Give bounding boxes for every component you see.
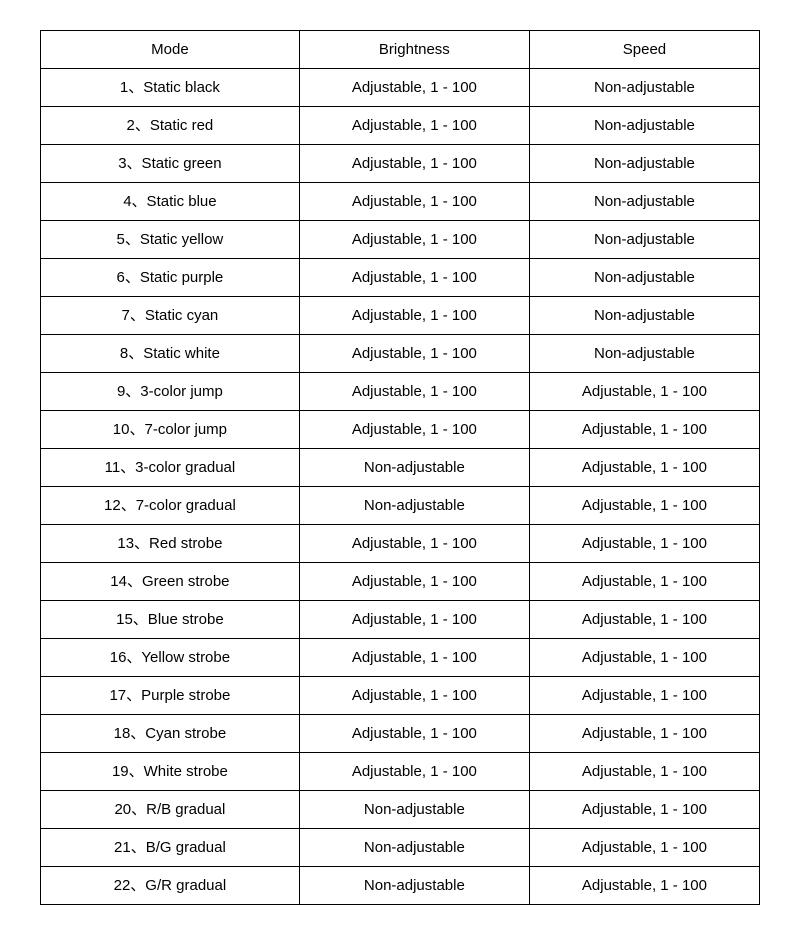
cell-speed: Adjustable, 1 - 100 bbox=[529, 791, 759, 829]
cell-mode: 18、Cyan strobe bbox=[41, 715, 300, 753]
table-row: 9、3-color jumpAdjustable, 1 - 100Adjusta… bbox=[41, 373, 760, 411]
table-row: 19、White strobeAdjustable, 1 - 100Adjust… bbox=[41, 753, 760, 791]
cell-speed: Adjustable, 1 - 100 bbox=[529, 373, 759, 411]
table-body: 1、Static blackAdjustable, 1 - 100Non-adj… bbox=[41, 69, 760, 905]
cell-mode: 20、R/B gradual bbox=[41, 791, 300, 829]
cell-mode: 11、3-color gradual bbox=[41, 449, 300, 487]
cell-speed: Adjustable, 1 - 100 bbox=[529, 867, 759, 905]
cell-mode: 15、Blue strobe bbox=[41, 601, 300, 639]
cell-brightness: Adjustable, 1 - 100 bbox=[299, 525, 529, 563]
cell-mode: 4、Static blue bbox=[41, 183, 300, 221]
cell-brightness: Adjustable, 1 - 100 bbox=[299, 145, 529, 183]
cell-mode: 3、Static green bbox=[41, 145, 300, 183]
cell-speed: Non-adjustable bbox=[529, 221, 759, 259]
table-row: 10、7-color jumpAdjustable, 1 - 100Adjust… bbox=[41, 411, 760, 449]
cell-brightness: Adjustable, 1 - 100 bbox=[299, 715, 529, 753]
col-header-speed: Speed bbox=[529, 31, 759, 69]
cell-brightness: Adjustable, 1 - 100 bbox=[299, 753, 529, 791]
table-row: 18、Cyan strobeAdjustable, 1 - 100Adjusta… bbox=[41, 715, 760, 753]
table-row: 5、Static yellowAdjustable, 1 - 100Non-ad… bbox=[41, 221, 760, 259]
cell-brightness: Adjustable, 1 - 100 bbox=[299, 259, 529, 297]
table-row: 6、Static purpleAdjustable, 1 - 100Non-ad… bbox=[41, 259, 760, 297]
cell-speed: Adjustable, 1 - 100 bbox=[529, 601, 759, 639]
cell-speed: Non-adjustable bbox=[529, 145, 759, 183]
cell-mode: 19、White strobe bbox=[41, 753, 300, 791]
cell-brightness: Adjustable, 1 - 100 bbox=[299, 373, 529, 411]
cell-brightness: Adjustable, 1 - 100 bbox=[299, 601, 529, 639]
cell-brightness: Non-adjustable bbox=[299, 449, 529, 487]
table-row: 16、Yellow strobeAdjustable, 1 - 100Adjus… bbox=[41, 639, 760, 677]
cell-brightness: Non-adjustable bbox=[299, 867, 529, 905]
cell-brightness: Non-adjustable bbox=[299, 791, 529, 829]
col-header-brightness: Brightness bbox=[299, 31, 529, 69]
cell-speed: Adjustable, 1 - 100 bbox=[529, 487, 759, 525]
table-row: 21、B/G gradualNon-adjustableAdjustable, … bbox=[41, 829, 760, 867]
cell-brightness: Non-adjustable bbox=[299, 487, 529, 525]
table-row: 15、Blue strobeAdjustable, 1 - 100Adjusta… bbox=[41, 601, 760, 639]
cell-brightness: Non-adjustable bbox=[299, 829, 529, 867]
cell-mode: 21、B/G gradual bbox=[41, 829, 300, 867]
cell-speed: Adjustable, 1 - 100 bbox=[529, 525, 759, 563]
cell-mode: 6、Static purple bbox=[41, 259, 300, 297]
cell-speed: Adjustable, 1 - 100 bbox=[529, 411, 759, 449]
table-header-row: Mode Brightness Speed bbox=[41, 31, 760, 69]
cell-brightness: Adjustable, 1 - 100 bbox=[299, 677, 529, 715]
cell-speed: Adjustable, 1 - 100 bbox=[529, 677, 759, 715]
cell-mode: 16、Yellow strobe bbox=[41, 639, 300, 677]
cell-mode: 1、Static black bbox=[41, 69, 300, 107]
cell-brightness: Adjustable, 1 - 100 bbox=[299, 183, 529, 221]
cell-mode: 12、7-color gradual bbox=[41, 487, 300, 525]
cell-mode: 7、Static cyan bbox=[41, 297, 300, 335]
table-row: 13、Red strobeAdjustable, 1 - 100Adjustab… bbox=[41, 525, 760, 563]
cell-speed: Non-adjustable bbox=[529, 297, 759, 335]
table-row: 3、Static greenAdjustable, 1 - 100Non-adj… bbox=[41, 145, 760, 183]
cell-brightness: Adjustable, 1 - 100 bbox=[299, 69, 529, 107]
table-row: 2、Static redAdjustable, 1 - 100Non-adjus… bbox=[41, 107, 760, 145]
cell-mode: 10、7-color jump bbox=[41, 411, 300, 449]
cell-speed: Non-adjustable bbox=[529, 69, 759, 107]
cell-speed: Adjustable, 1 - 100 bbox=[529, 449, 759, 487]
table-row: 1、Static blackAdjustable, 1 - 100Non-adj… bbox=[41, 69, 760, 107]
table-row: 14、Green strobeAdjustable, 1 - 100Adjust… bbox=[41, 563, 760, 601]
cell-brightness: Adjustable, 1 - 100 bbox=[299, 639, 529, 677]
cell-speed: Adjustable, 1 - 100 bbox=[529, 639, 759, 677]
cell-mode: 8、Static white bbox=[41, 335, 300, 373]
cell-brightness: Adjustable, 1 - 100 bbox=[299, 563, 529, 601]
table-row: 22、G/R gradualNon-adjustableAdjustable, … bbox=[41, 867, 760, 905]
cell-mode: 22、G/R gradual bbox=[41, 867, 300, 905]
table-row: 20、R/B gradualNon-adjustableAdjustable, … bbox=[41, 791, 760, 829]
cell-mode: 13、Red strobe bbox=[41, 525, 300, 563]
table-row: 12、7-color gradualNon-adjustableAdjustab… bbox=[41, 487, 760, 525]
cell-speed: Adjustable, 1 - 100 bbox=[529, 753, 759, 791]
cell-speed: Non-adjustable bbox=[529, 259, 759, 297]
table-row: 4、Static blueAdjustable, 1 - 100Non-adju… bbox=[41, 183, 760, 221]
cell-mode: 9、3-color jump bbox=[41, 373, 300, 411]
cell-speed: Adjustable, 1 - 100 bbox=[529, 829, 759, 867]
cell-mode: 17、Purple strobe bbox=[41, 677, 300, 715]
cell-brightness: Adjustable, 1 - 100 bbox=[299, 107, 529, 145]
cell-brightness: Adjustable, 1 - 100 bbox=[299, 411, 529, 449]
cell-mode: 14、Green strobe bbox=[41, 563, 300, 601]
modes-table: Mode Brightness Speed 1、Static blackAdju… bbox=[40, 30, 760, 905]
table-row: 7、Static cyanAdjustable, 1 - 100Non-adju… bbox=[41, 297, 760, 335]
cell-brightness: Adjustable, 1 - 100 bbox=[299, 221, 529, 259]
table-row: 17、Purple strobeAdjustable, 1 - 100Adjus… bbox=[41, 677, 760, 715]
cell-mode: 2、Static red bbox=[41, 107, 300, 145]
cell-brightness: Adjustable, 1 - 100 bbox=[299, 297, 529, 335]
cell-speed: Adjustable, 1 - 100 bbox=[529, 563, 759, 601]
cell-speed: Adjustable, 1 - 100 bbox=[529, 715, 759, 753]
col-header-mode: Mode bbox=[41, 31, 300, 69]
cell-speed: Non-adjustable bbox=[529, 335, 759, 373]
table-row: 11、3-color gradualNon-adjustableAdjustab… bbox=[41, 449, 760, 487]
table-row: 8、Static whiteAdjustable, 1 - 100Non-adj… bbox=[41, 335, 760, 373]
cell-speed: Non-adjustable bbox=[529, 107, 759, 145]
cell-brightness: Adjustable, 1 - 100 bbox=[299, 335, 529, 373]
cell-speed: Non-adjustable bbox=[529, 183, 759, 221]
cell-mode: 5、Static yellow bbox=[41, 221, 300, 259]
